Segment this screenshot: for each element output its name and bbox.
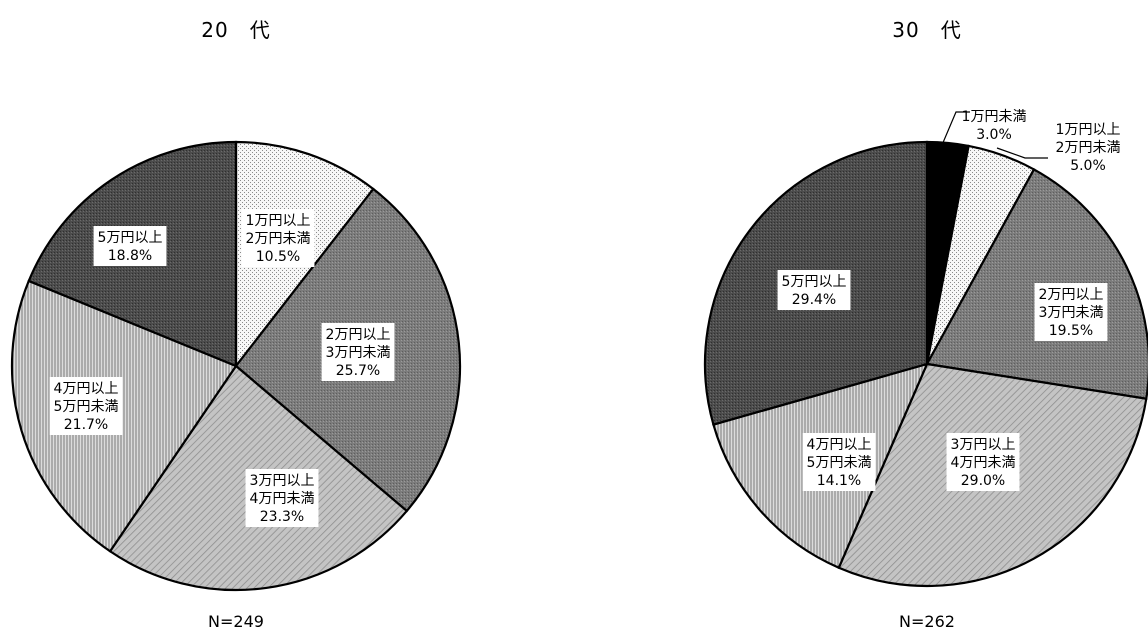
pie-0-slice-2-value: 23.3% <box>260 509 304 525</box>
chart-title-20s: 20 代 <box>201 18 271 42</box>
pie-0-slice-2-label-box <box>245 469 319 527</box>
pie-1-slice-5-value: 29.4% <box>792 292 836 308</box>
pie-1-slice-1-category: 2万円未満 <box>1056 140 1121 156</box>
pie-1-slice-2-category: 3万円未満 <box>1039 305 1104 321</box>
pie-1-slice-0-label: 1万円未満 3.0% <box>962 109 1027 143</box>
pie-1-slice-3-label-box <box>946 433 1020 491</box>
pie-0-slice-1-category: 3万円未満 <box>326 345 391 361</box>
pie-1-slice-0-leader-line <box>941 111 970 146</box>
pie-0-slice-0-label: 1万円以上 2万円未満 10.5% <box>241 209 315 267</box>
pie-1-slice-3-category: 4万円未満 <box>951 455 1016 471</box>
pie-1-slice-5-label-box <box>777 270 851 310</box>
pie-1-slice-3-label: 3万円以上 4万円未満 29.0% <box>946 433 1020 491</box>
pie-1-slice-5-category: 5万円以上 <box>782 274 847 290</box>
pie-0-slice-3 <box>10 279 238 553</box>
pie-1-slice-4-value: 14.1% <box>817 473 861 489</box>
pie-1-slice-0-value: 3.0% <box>976 127 1012 143</box>
pie-chart-20s: 1万円以上 2万円未満 10.5% 2万円以上 3万円未満 25.7% 3万円以上 4万円未満… <box>10 140 462 592</box>
sample-size-30s: N=262 <box>899 612 955 631</box>
pie-0-slice-2-category: 4万円未満 <box>250 491 315 507</box>
pie-0-slice-0-value: 10.5% <box>256 249 300 265</box>
pie-0-slice-1-category: 2万円以上 <box>326 327 391 343</box>
pie-0-slice-0-category: 1万円以上 <box>246 213 311 229</box>
pie-1-slice-2-category: 2万円以上 <box>1039 287 1104 303</box>
chart-title-30s: 30 代 <box>892 18 962 42</box>
pie-1-slice-2-label: 2万円以上 3万円未満 19.5% <box>1034 283 1108 341</box>
pie-1-slice-4-category: 4万円以上 <box>807 437 872 453</box>
pie-1-slice-1-leader-line <box>996 147 1048 159</box>
pie-1-slice-1-category: 1万円以上 <box>1056 122 1121 138</box>
pie-1-slice-4-label-box <box>802 433 876 491</box>
pie-1-slice-1-value: 5.0% <box>1070 158 1106 174</box>
pie-chart-30s: 1万円未満 3.0% 1万円以上 2万円未満 5.0% 2万円以上 3万円未満 19.5% 3万… <box>703 109 1148 588</box>
pie-0-slice-3-category: 5万円未満 <box>54 399 119 415</box>
pie-0-slice-3-label-box <box>49 377 123 435</box>
pie-1-slice-2-value: 19.5% <box>1049 323 1093 339</box>
pie-1-slice-4-label: 4万円以上 5万円未満 14.1% <box>802 433 876 491</box>
pie-0-slice-3-value: 21.7% <box>64 417 108 433</box>
pie-0-slice-0-label-box <box>241 209 315 267</box>
pie-1-slice-4-category: 5万円未満 <box>807 455 872 471</box>
pie-0-slice-1-label: 2万円以上 3万円未満 25.7% <box>321 323 395 381</box>
pie-0-slice-3-category: 4万円以上 <box>54 381 119 397</box>
pie-0-slice-0-category: 2万円未満 <box>246 231 311 247</box>
pie-0-slice-3-label: 4万円以上 5万円未満 21.7% <box>49 377 123 435</box>
pie-0-slice-4-label: 5万円以上 18.8% <box>93 226 167 266</box>
pie-1-slice-3-value: 29.0% <box>961 473 1005 489</box>
pie-1-slice-3-category: 3万円以上 <box>951 437 1016 453</box>
pie-1-slice-2-label-box <box>1034 283 1108 341</box>
pie-0-slice-2-category: 3万円以上 <box>250 473 315 489</box>
pie-1-slice-5-label: 5万円以上 29.4% <box>777 270 851 310</box>
sample-size-20s: N=249 <box>208 612 264 631</box>
pie-0-slice-1-value: 25.7% <box>336 363 380 379</box>
pie-0-slice-1-label-box <box>321 323 395 381</box>
pie-0-slice-4-value: 18.8% <box>108 248 152 264</box>
pie-1-slice-0-category: 1万円未満 <box>962 109 1027 125</box>
pie-0-slice-2-label: 3万円以上 4万円未満 23.3% <box>245 469 319 527</box>
pie-0-slice-4-label-box <box>93 226 167 266</box>
pie-0-slice-4-category: 5万円以上 <box>98 230 163 246</box>
pie-1-slice-1-label: 1万円以上 2万円未満 5.0% <box>1056 122 1121 174</box>
